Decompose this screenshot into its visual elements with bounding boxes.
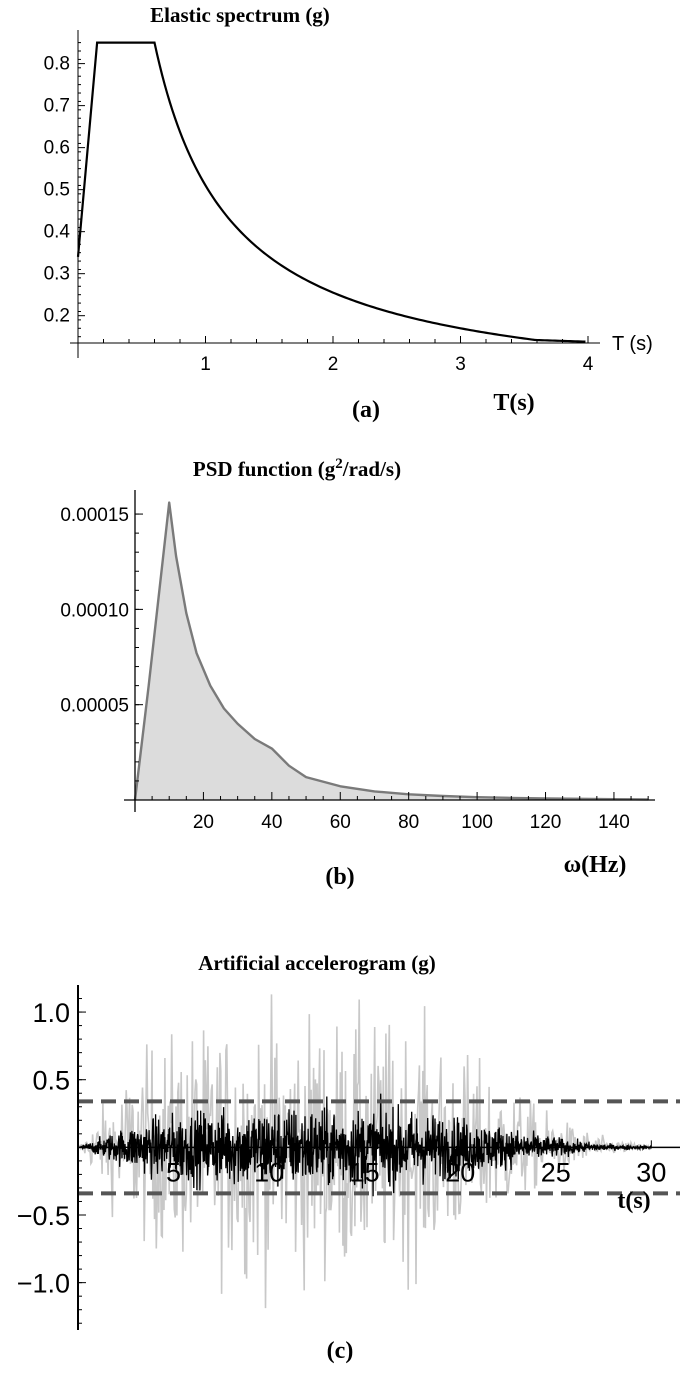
chart-b-x-tick-label: 100 <box>461 812 493 833</box>
chart-c-y-tick-label: 1.0 <box>32 998 70 1028</box>
chart-b-title-main: PSD function (g <box>193 457 336 481</box>
chart-a-x-tick-label: 4 <box>583 354 594 375</box>
chart-b-title-rest: /rad/s) <box>342 457 401 481</box>
chart-a-y-tick-label: 0.6 <box>44 138 70 159</box>
chart-c-x-tick-label: 10 <box>254 1157 284 1187</box>
chart-a-x-tick-label: 1 <box>200 354 211 375</box>
chart-a-xlabel: T (s) <box>612 333 653 355</box>
chart-c-signal <box>77 994 652 1309</box>
chart-b-title-sup: 2 <box>335 456 343 472</box>
chart-b-area <box>135 502 649 800</box>
chart-a-y-tick-label: 0.4 <box>44 222 71 243</box>
chart-a-title: Elastic spectrum (g) <box>150 3 330 27</box>
panel-label-a: (a) <box>352 397 380 423</box>
chart-a-series <box>76 41 586 343</box>
chart-b-title: PSD function (g2/rad/s) <box>193 456 401 481</box>
chart-a-xlabel-bottom: T(s) <box>493 390 534 416</box>
chart-b-series <box>133 501 649 801</box>
panel-c: Artificial accelerogram (g) 5 10 15 20 25 30 1… <box>17 951 680 1364</box>
chart-c-xlabel: t(s) <box>617 1188 650 1214</box>
panel-b: PSD function (g2/rad/s) 20 40 60 80 100 120 14… <box>60 456 655 890</box>
chart-c-x-tick-label: 20 <box>445 1157 475 1187</box>
chart-c-x-tick-label: 15 <box>350 1157 380 1187</box>
chart-c-axes: 5 10 15 20 25 30 1.0 0.5 −0.5 −1.0 <box>17 985 680 1330</box>
chart-c-title: Artificial accelerogram (g) <box>198 951 436 975</box>
chart-b-y-tick-label: 0.00010 <box>60 600 129 621</box>
chart-b-x-tick-label: 20 <box>193 812 214 833</box>
chart-a-x-tick-label: 2 <box>328 354 339 375</box>
chart-a-y-tick-label: 0.2 <box>44 306 70 327</box>
panel-a: Elastic spectrum (g) 1 2 3 4 0.2 0.3 0.4 0.5 0.6… <box>44 3 653 423</box>
chart-a-y-tick-label: 0.5 <box>44 180 70 201</box>
chart-b-y-tick-label: 0.00005 <box>60 696 129 717</box>
chart-c-x-tick-label: 30 <box>636 1157 666 1187</box>
chart-b-x-tick-label: 40 <box>261 812 282 833</box>
chart-c-y-tick-label: −0.5 <box>17 1201 70 1231</box>
chart-a-x-tick-label: 3 <box>455 354 466 375</box>
chart-c-y-tick-label: 0.5 <box>32 1066 70 1096</box>
chart-a-y-tick-label: 0.7 <box>44 96 70 117</box>
chart-b-x-tick-label: 60 <box>330 812 351 833</box>
chart-b-y-tick-label: 0.00015 <box>60 505 129 526</box>
chart-a-axes: 1 2 3 4 0.2 0.3 0.4 0.5 0.6 0.7 0.8 <box>44 30 600 375</box>
chart-a-line <box>76 41 586 343</box>
chart-b-x-tick-label: 80 <box>398 812 419 833</box>
panel-label-c: (c) <box>327 1338 354 1364</box>
chart-b-x-tick-label: 120 <box>530 812 562 833</box>
chart-c-x-tick-label: 25 <box>541 1157 571 1187</box>
chart-b-x-tick-label: 140 <box>598 812 630 833</box>
chart-b-xlabel: ω(Hz) <box>564 852 627 878</box>
chart-c-x-tick-label: 5 <box>166 1157 181 1187</box>
chart-c-reference-lines <box>78 1099 680 1196</box>
chart-a-y-tick-label: 0.8 <box>44 54 70 75</box>
chart-c-y-tick-label: −1.0 <box>17 1269 70 1299</box>
panel-label-b: (b) <box>325 864 354 890</box>
chart-b-line <box>133 501 649 801</box>
chart-b-axes: 20 40 60 80 100 120 140 0.00005 0.00010 0.00015 <box>60 490 655 833</box>
chart-a-y-tick-label: 0.3 <box>44 264 70 285</box>
